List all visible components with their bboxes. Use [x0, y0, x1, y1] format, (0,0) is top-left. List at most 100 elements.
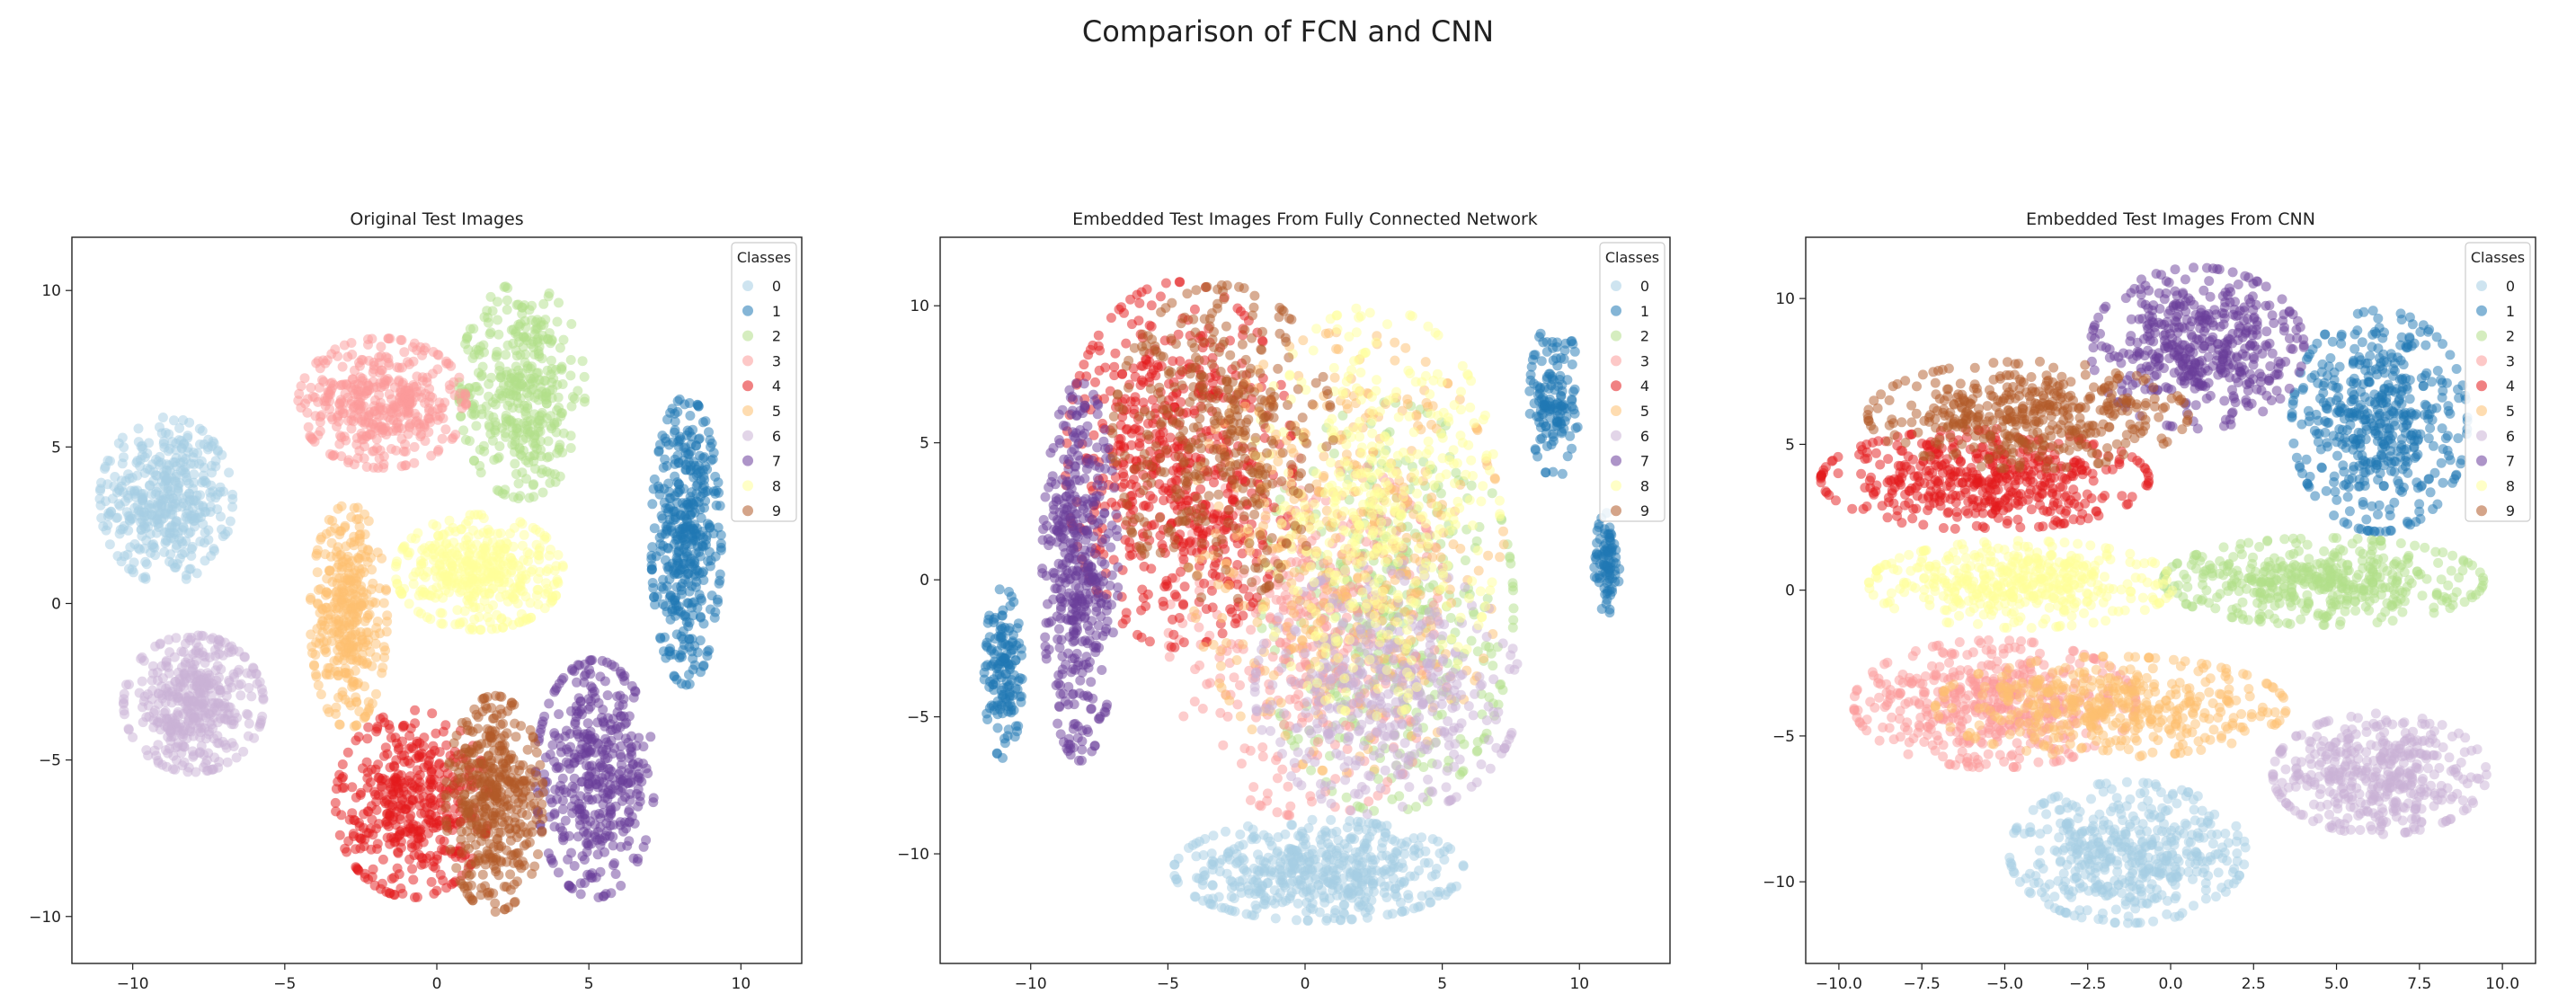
- scatter-point: [474, 349, 484, 359]
- scatter-point: [323, 589, 333, 599]
- scatter-point: [464, 870, 475, 881]
- scatter-point: [671, 674, 682, 685]
- scatter-point: [579, 371, 590, 382]
- scatter-point: [1345, 833, 1355, 844]
- scatter-point: [467, 625, 478, 635]
- scatter-point: [125, 516, 135, 527]
- scatter-point: [449, 546, 460, 557]
- scatter-point: [572, 804, 582, 815]
- scatter-point: [491, 864, 502, 874]
- scatter-point: [390, 836, 401, 847]
- scatter-point: [363, 627, 374, 638]
- scatter-point: [424, 540, 435, 551]
- scatter-point: [442, 826, 453, 836]
- scatter-point: [581, 830, 591, 840]
- scatter-point: [351, 735, 361, 746]
- scatter-point: [528, 480, 538, 491]
- scatter-point: [477, 869, 488, 880]
- scatter-point: [354, 399, 365, 410]
- scatter-point: [219, 698, 230, 709]
- scatter-point: [1432, 886, 1443, 897]
- scatter-point: [118, 524, 129, 535]
- scatter-point: [1445, 844, 1456, 855]
- scatter-point: [706, 555, 716, 566]
- scatter-point: [330, 797, 341, 808]
- scatter-point: [1381, 821, 1392, 831]
- scatter-point: [1387, 834, 1398, 845]
- scatter-point: [456, 524, 466, 535]
- scatter-point: [309, 661, 320, 671]
- scatter-point: [454, 576, 465, 587]
- scatter-point: [508, 492, 519, 502]
- scatter-point: [346, 338, 357, 348]
- scatter-point: [538, 298, 549, 309]
- scatter-point: [368, 367, 378, 377]
- scatter-point: [684, 679, 695, 689]
- scatter-point: [163, 486, 173, 496]
- scatter-point: [1316, 839, 1327, 849]
- scatter-point: [437, 433, 448, 444]
- scatter-point: [514, 765, 524, 776]
- scatter-point: [487, 767, 498, 777]
- scatter-point: [357, 373, 368, 384]
- scatter-point: [1189, 892, 1200, 901]
- scatter-point: [221, 690, 232, 701]
- scatter-point: [683, 577, 694, 588]
- scatter-point: [456, 818, 466, 828]
- scatter-point: [331, 708, 341, 719]
- series-0: [1169, 814, 1469, 926]
- scatter-point: [465, 436, 475, 447]
- scatter-point: [164, 443, 175, 454]
- scatter-point: [1263, 852, 1274, 863]
- scatter-point: [696, 492, 706, 502]
- scatter-point: [511, 299, 522, 310]
- scatter-point: [466, 559, 477, 570]
- scatter-point: [493, 315, 502, 325]
- scatter-point: [535, 759, 546, 770]
- scatter-point: [431, 854, 442, 865]
- scatter-point: [469, 456, 479, 466]
- scatter-point: [484, 588, 494, 599]
- legend-marker: [742, 405, 753, 416]
- scatter-point: [178, 669, 189, 679]
- scatter-point: [176, 537, 187, 546]
- scatter-point: [527, 300, 537, 311]
- scatter-point: [1364, 904, 1375, 915]
- scatter-point: [670, 471, 680, 482]
- scatter-point: [555, 785, 565, 796]
- scatter-point: [171, 633, 182, 643]
- scatter-point: [227, 641, 236, 652]
- scatter-point: [481, 401, 492, 412]
- scatter-point: [173, 710, 183, 721]
- scatter-point: [485, 291, 496, 302]
- scatter-point: [1346, 914, 1356, 925]
- scatter-point: [567, 883, 578, 894]
- scatter-point: [1285, 878, 1296, 889]
- scatter-point: [411, 567, 422, 578]
- scatter-point: [165, 549, 176, 560]
- scatter-point: [200, 733, 211, 744]
- scatter-point: [1524, 408, 1535, 419]
- scatter-point: [354, 521, 365, 532]
- scatter-point: [516, 863, 527, 874]
- scatter-point: [333, 604, 342, 615]
- scatter-point: [426, 775, 437, 785]
- scatter-point: [530, 738, 540, 749]
- scatter-point: [528, 564, 538, 575]
- scatter-point: [1277, 871, 1288, 882]
- scatter-point: [537, 353, 547, 364]
- scatter-point: [378, 598, 389, 608]
- scatter-point: [150, 550, 161, 561]
- scatter-point: [690, 571, 701, 581]
- scatter-point: [446, 558, 457, 569]
- scatter-point: [422, 612, 432, 623]
- scatter-point: [441, 883, 452, 893]
- scatter-point: [441, 816, 451, 827]
- scatter-point: [576, 777, 587, 787]
- scatter-point: [164, 528, 175, 538]
- scatter-point: [433, 530, 444, 541]
- scatter-point: [493, 753, 504, 764]
- scatter-point: [1325, 842, 1336, 853]
- scatter-point: [428, 347, 439, 357]
- scatter-point: [243, 709, 253, 720]
